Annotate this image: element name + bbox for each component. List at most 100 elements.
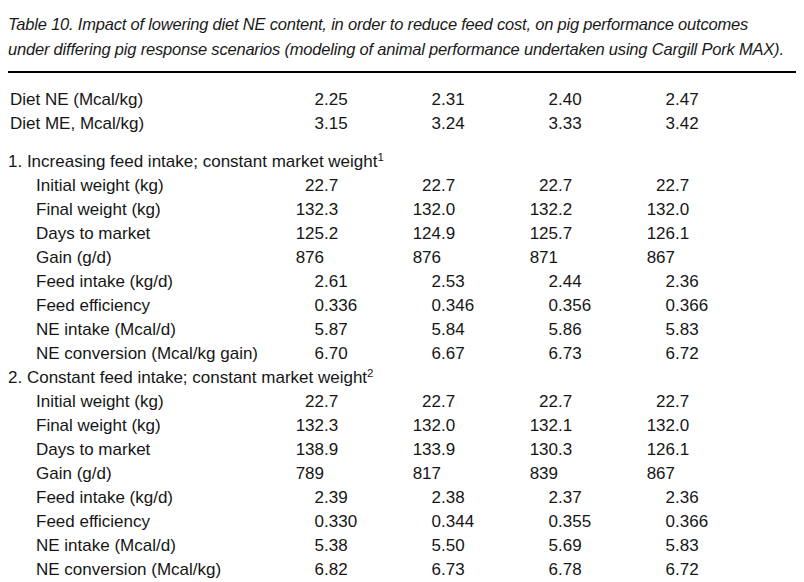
value-cell: 126.1 [599,438,716,462]
value-fraction-part: .53 [441,270,482,294]
value-integer-part: 0 [599,294,675,318]
value-fraction-part: .346 [441,294,482,318]
value-integer-part: 2 [365,270,441,294]
value-cell: 126.1 [599,222,716,246]
value-fraction-part: .1 [675,222,716,246]
value-integer-part: 132 [599,198,675,222]
section-spacer [8,136,796,150]
value-fraction-part: .38 [441,486,482,510]
value-fraction-part: .9 [324,438,365,462]
value-fraction-part: .0 [441,414,482,438]
value-integer-part: 22 [365,390,441,414]
value-fraction-part: .7 [558,390,599,414]
value-integer-part: 22 [599,174,675,198]
value-integer-part: 126 [599,438,675,462]
value-cell: 5.38 [248,534,365,558]
value-cell: 0.355 [482,510,599,534]
value-integer-part: 22 [482,390,558,414]
value-cell: 125.2 [248,222,365,246]
value-cell: 22.7 [248,174,365,198]
value-fraction-part: .7 [558,174,599,198]
value-integer-part: 6 [365,342,441,366]
row-label: Feed efficiency [8,510,248,534]
table-row: Diet NE (Mcal/kg)2.252.312.402.47 [8,88,796,112]
value-integer-part: 6 [248,558,324,582]
value-cell: 3.33 [482,112,599,136]
value-fraction-part: .7 [558,222,599,246]
value-integer-part: 817 [365,462,441,486]
section-heading: 1. Increasing feed intake; constant mark… [8,150,796,174]
row-label: Gain (g/d) [8,462,248,486]
value-cell: 22.7 [599,390,716,414]
value-fraction-part: .36 [675,486,716,510]
value-cell: 5.84 [365,318,482,342]
value-integer-part: 3 [248,112,324,136]
value-fraction-part [324,462,365,486]
row-label: Days to market [8,438,248,462]
value-integer-part: 5 [365,534,441,558]
value-cell: 132.0 [599,414,716,438]
value-cell: 0.330 [248,510,365,534]
value-fraction-part: .2 [558,198,599,222]
value-integer-part: 138 [248,438,324,462]
value-cell: 789 [248,462,365,486]
value-cell: 876 [248,246,365,270]
value-integer-part: 22 [248,390,324,414]
value-cell: 876 [365,246,482,270]
value-fraction-part: .3 [324,198,365,222]
value-integer-part: 124 [365,222,441,246]
table-row: Gain (g/d)789817 839 867 [8,462,796,486]
value-integer-part: 6 [599,558,675,582]
row-label: Gain (g/d) [8,246,248,270]
value-cell: 130.3 [482,438,599,462]
value-cell: 0.336 [248,294,365,318]
value-fraction-part [558,462,599,486]
value-cell: 2.38 [365,486,482,510]
value-cell: 6.73 [482,342,599,366]
value-integer-part: 839 [482,462,558,486]
value-integer-part: 0 [482,510,558,534]
value-cell: 3.42 [599,112,716,136]
value-fraction-part [675,246,716,270]
value-integer-part: 133 [365,438,441,462]
value-integer-part: 867 [599,462,675,486]
value-cell: 6.78 [482,558,599,582]
value-fraction-part: .37 [558,486,599,510]
value-cell: 138.9 [248,438,365,462]
value-integer-part: 3 [482,112,558,136]
value-cell: 3.15 [248,112,365,136]
value-cell: 5.69 [482,534,599,558]
value-cell: 2.39 [248,486,365,510]
value-fraction-part: .38 [324,534,365,558]
value-fraction-part: .0 [675,198,716,222]
row-label: NE intake (Mcal/d) [8,534,248,558]
value-cell: 2.25 [248,88,365,112]
value-fraction-part: .7 [324,390,365,414]
row-label: Feed intake (kg/d) [8,270,248,294]
value-fraction-part: .7 [675,390,716,414]
value-cell: 2.53 [365,270,482,294]
value-integer-part: 5 [482,318,558,342]
value-cell: 132.1 [482,414,599,438]
value-fraction-part: .366 [675,510,716,534]
value-fraction-part: .86 [558,318,599,342]
value-fraction-part: .3 [558,438,599,462]
value-integer-part: 0 [248,510,324,534]
value-cell: 867 [599,246,716,270]
value-cell: 125.7 [482,222,599,246]
value-integer-part: 6 [365,558,441,582]
table-row: Final weight (kg)132.3132.0132.2132.0 [8,198,796,222]
value-integer-part: 22 [248,174,324,198]
value-integer-part: 0 [248,294,324,318]
value-fraction-part: .336 [324,294,365,318]
table-row: Initial weight (kg)22.722.722.722.7 [8,174,796,198]
value-integer-part: 0 [482,294,558,318]
value-fraction-part: .72 [675,558,716,582]
value-cell: 0.344 [365,510,482,534]
value-fraction-part: .0 [675,414,716,438]
value-cell: 132.0 [365,198,482,222]
value-fraction-part [324,246,365,270]
value-cell: 2.31 [365,88,482,112]
table-row: Gain (g/d)876876871867 [8,246,796,270]
value-integer-part: 125 [248,222,324,246]
